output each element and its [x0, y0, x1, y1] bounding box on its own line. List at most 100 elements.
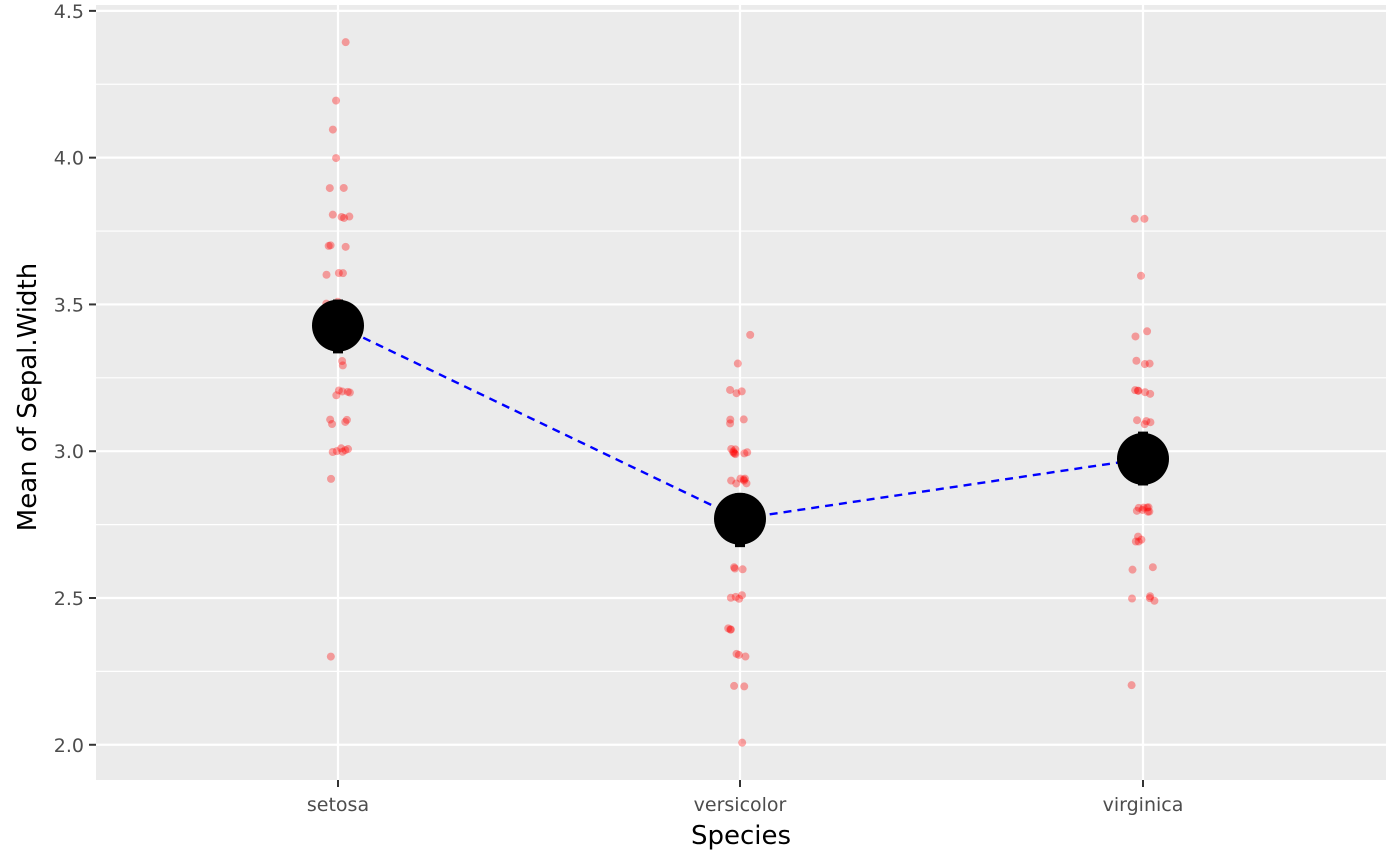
data-point	[738, 738, 747, 747]
x-tick-label: setosa	[307, 794, 369, 816]
data-point	[1142, 417, 1151, 426]
data-point	[1128, 594, 1137, 603]
data-point	[737, 387, 746, 396]
data-point	[1132, 506, 1141, 515]
data-point	[740, 476, 749, 485]
data-point	[743, 448, 752, 457]
data-point	[733, 359, 742, 368]
mean-points	[312, 299, 1169, 545]
data-point	[1146, 418, 1155, 427]
data-point	[734, 650, 743, 659]
y-tick-label: 4.5	[54, 1, 84, 23]
data-point	[341, 417, 350, 426]
axes: 2.0 2.5 3.0 3.5 4.0 4.5 setosa versicolor virgin…	[54, 1, 1184, 816]
data-point	[326, 652, 335, 661]
data-point	[1134, 537, 1143, 546]
data-point	[726, 385, 735, 394]
data-point	[340, 213, 349, 222]
data-point	[343, 387, 352, 396]
data-point	[746, 330, 755, 339]
data-point	[324, 241, 333, 250]
data-point	[338, 357, 347, 366]
data-point	[1130, 214, 1139, 223]
data-point	[737, 591, 746, 600]
data-point	[338, 361, 347, 370]
y-tick-label: 2.5	[54, 588, 84, 610]
data-point	[726, 415, 735, 424]
data-point	[338, 387, 347, 396]
data-point	[1141, 388, 1150, 397]
data-point	[729, 448, 738, 457]
data-point	[326, 415, 335, 424]
data-point	[341, 446, 350, 455]
data-point	[1140, 420, 1149, 429]
data-point	[724, 624, 733, 633]
data-point	[731, 450, 740, 459]
mean-line	[337, 324, 1144, 520]
mean-point	[1117, 432, 1169, 485]
data-point	[325, 184, 334, 193]
data-point	[332, 447, 341, 456]
data-point	[740, 449, 749, 458]
data-point	[1131, 537, 1140, 546]
data-point	[327, 474, 336, 483]
data-point	[1145, 507, 1154, 516]
y-tick-label: 2.0	[54, 735, 84, 757]
data-point	[1150, 596, 1159, 605]
data-point	[731, 445, 740, 454]
data-point	[730, 563, 739, 572]
mean-connector-line	[337, 324, 1144, 520]
data-point	[741, 652, 750, 661]
data-point	[345, 212, 354, 221]
data-point	[1132, 356, 1141, 365]
data-point	[1134, 386, 1143, 395]
data-point	[1140, 360, 1149, 369]
y-axis-title: Mean of Sepal.Width	[13, 263, 43, 531]
data-point	[322, 270, 331, 279]
x-tick-label: virginica	[1103, 794, 1184, 816]
data-point	[1140, 214, 1149, 223]
data-point	[726, 625, 735, 634]
raw-points	[322, 38, 1159, 747]
data-point	[1136, 271, 1145, 280]
data-point	[726, 625, 735, 634]
y-tick-label: 3.0	[54, 441, 84, 463]
data-point	[735, 594, 744, 603]
data-point	[1134, 503, 1143, 512]
data-point	[726, 593, 735, 602]
data-point	[727, 444, 736, 453]
data-point	[334, 269, 343, 278]
data-point	[342, 415, 351, 424]
data-point	[332, 154, 341, 163]
data-point	[736, 474, 745, 483]
data-point	[1145, 594, 1154, 603]
data-point	[1133, 386, 1142, 395]
data-point	[730, 564, 739, 573]
data-point	[730, 449, 739, 458]
data-point	[1128, 565, 1137, 574]
data-point	[727, 476, 736, 485]
data-point	[1143, 503, 1152, 512]
data-point	[732, 649, 741, 658]
data-point	[1146, 592, 1155, 601]
y-tick-label: 4.0	[54, 148, 84, 170]
data-point	[326, 241, 335, 250]
data-point	[337, 444, 346, 453]
data-point	[732, 389, 741, 398]
data-point	[1131, 332, 1140, 341]
data-point	[732, 479, 741, 488]
data-point	[339, 183, 348, 192]
data-point	[1139, 503, 1148, 512]
data-point	[741, 474, 750, 483]
data-point	[742, 479, 751, 488]
data-point	[338, 447, 347, 456]
x-tick-label: versicolor	[694, 794, 787, 816]
data-point	[344, 445, 353, 454]
data-point	[1148, 563, 1157, 572]
data-point	[1143, 507, 1152, 516]
data-point	[338, 269, 347, 278]
data-point	[1138, 505, 1147, 514]
data-point	[345, 388, 354, 397]
data-point	[334, 386, 343, 395]
